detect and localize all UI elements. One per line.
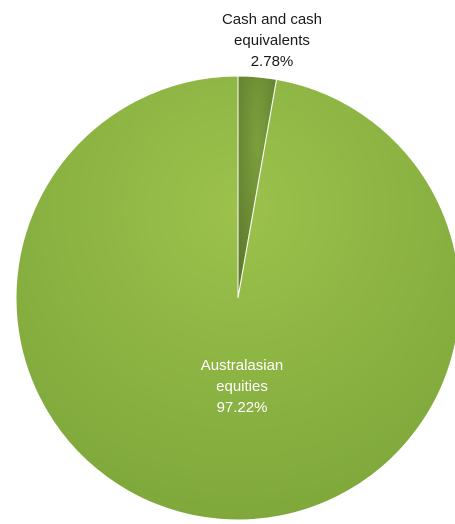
slice-label-australasian-equities: Australasian equities 97.22%: [201, 357, 284, 416]
slice-label-line: equivalents: [234, 32, 310, 49]
slice-label-line: 2.78%: [251, 53, 294, 70]
slice-label-line: 97.22%: [217, 399, 268, 416]
pie-slice-australasian-equities: [15, 75, 455, 521]
slice-label-line: Cash and cash: [222, 11, 322, 28]
slice-label-cash: Cash and cash equivalents 2.78%: [222, 11, 322, 70]
slice-label-line: Australasian: [201, 357, 284, 374]
slice-label-line: equities: [216, 378, 268, 395]
